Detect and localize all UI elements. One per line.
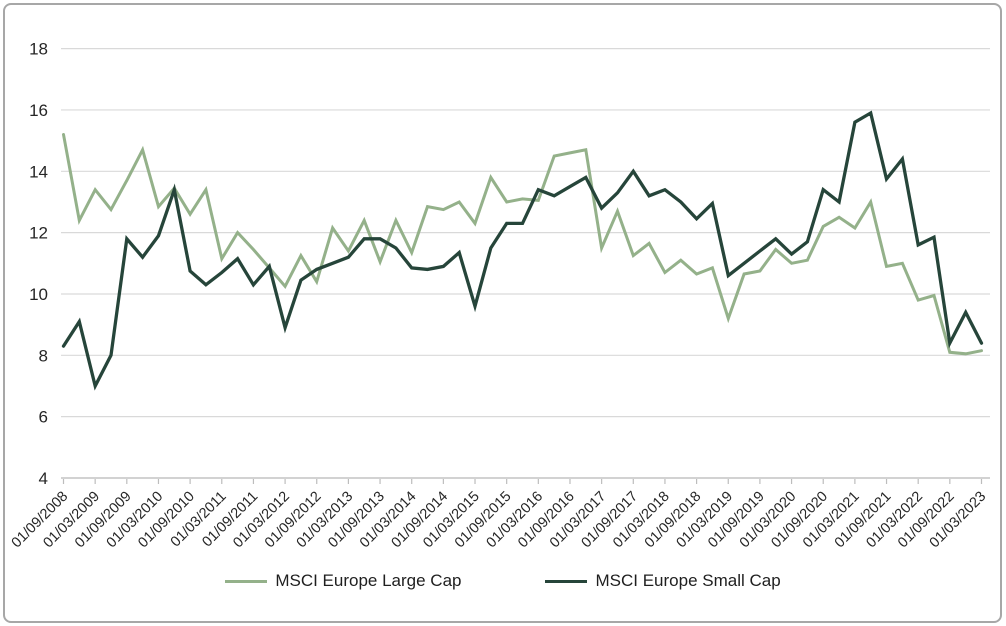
x-axis-tick-marks (62, 479, 983, 484)
legend-label-small-cap: MSCI Europe Small Cap (595, 571, 781, 590)
legend-swatch-large-cap (225, 579, 268, 583)
y-axis-label: 4 (39, 469, 48, 488)
legend-item-large-cap: MSCI Europe Large Cap (225, 571, 461, 591)
y-axis-label: 18 (29, 40, 48, 59)
legend-label-large-cap: MSCI Europe Large Cap (275, 571, 462, 590)
series-lines (61, 110, 984, 391)
legend-swatch-small-cap (545, 579, 588, 583)
series-line-small-cap (61, 110, 984, 391)
series-line-large-cap (62, 133, 983, 356)
x-axis-labels: 01/09/200801/03/200901/09/200901/03/2010… (9, 489, 990, 552)
y-axis-label: 12 (29, 224, 48, 243)
legend: MSCI Europe Large Cap MSCI Europe Small … (0, 571, 1006, 591)
y-axis-label: 8 (39, 346, 48, 365)
gridlines (61, 48, 990, 479)
legend-item-small-cap: MSCI Europe Small Cap (545, 571, 781, 591)
y-axis-label: 10 (29, 285, 48, 304)
y-axis-label: 14 (29, 162, 48, 181)
y-axis-labels: 4 6 8 10 12 14 16 18 (29, 40, 48, 488)
y-axis-label: 6 (39, 408, 48, 427)
figure-border (3, 3, 1002, 623)
y-axis-label: 16 (29, 101, 48, 120)
